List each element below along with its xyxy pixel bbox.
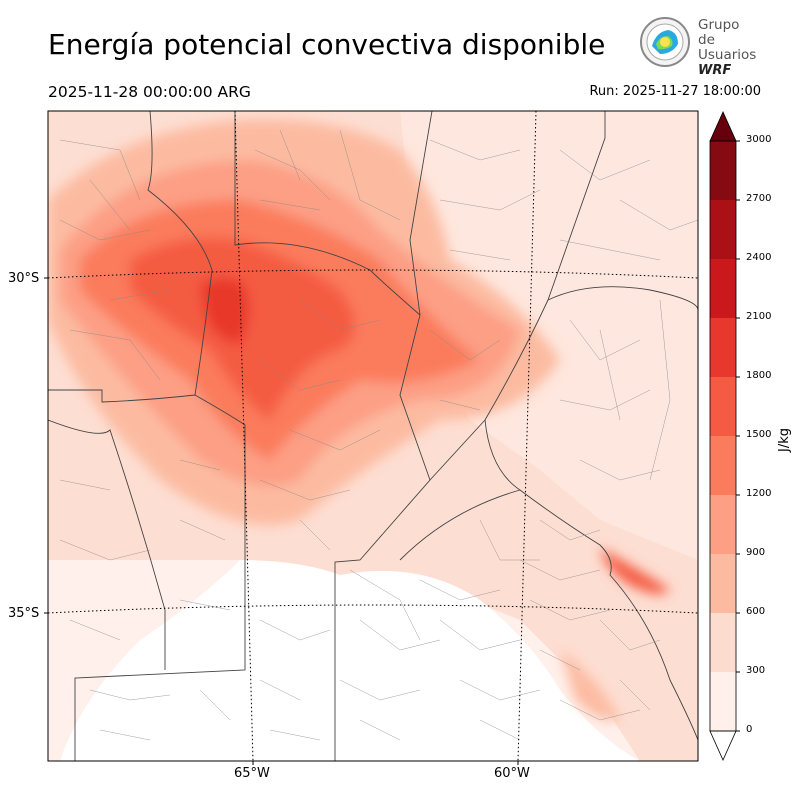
lat-label-30s: 30°S	[8, 271, 40, 286]
colorbar-tick-label: 300	[746, 665, 766, 676]
colorbar-segment	[710, 554, 736, 613]
colorbar-tick-label: 0	[746, 724, 753, 735]
colorbar-tick-label: 600	[746, 606, 766, 617]
colorbar-segment	[710, 613, 736, 672]
colorbar-segment	[710, 318, 736, 377]
valid-time: 2025-11-28 00:00:00 ARG	[48, 83, 251, 101]
logo: Grupo de Usuarios WRF	[638, 16, 758, 78]
colorbar-tick-label: 1500	[746, 429, 772, 440]
colorbar-tick-label: 1800	[746, 370, 772, 381]
colorbar-tick-label: 900	[746, 547, 766, 558]
colorbar-segment	[710, 200, 736, 259]
colorbar-extend-low	[709, 730, 737, 761]
cape-field	[48, 111, 698, 761]
graticule	[48, 111, 698, 761]
logo-line-1: Grupo de	[698, 17, 740, 48]
colorbar-tick-label: 2700	[746, 193, 772, 204]
run-time: Run: 2025-11-27 18:00:00	[589, 84, 761, 99]
colorbar-extend-high	[709, 111, 737, 142]
lon-label-65w: 65°W	[234, 766, 270, 781]
globe-emblem-icon	[640, 17, 690, 67]
map-title: Energía potencial convectiva disponible	[48, 28, 606, 61]
colorbar-segment	[710, 259, 736, 318]
colorbar-tick-label: 2100	[746, 311, 772, 322]
colorbar-segment	[710, 672, 736, 731]
lon-label-60w: 60°W	[494, 766, 530, 781]
colorbar-segment	[710, 436, 736, 495]
logo-line-2: Usuarios	[698, 47, 757, 63]
colorbar-unit: J/kg	[777, 428, 792, 452]
map-frame	[47, 110, 699, 762]
logo-line-3: WRF	[698, 63, 732, 78]
axis-ticks	[44, 277, 519, 765]
colorbar-tick-label: 1200	[746, 488, 772, 499]
colorbar-segment	[710, 141, 736, 200]
lat-label-35s: 35°S	[8, 606, 40, 621]
province-borders	[48, 111, 698, 761]
colorbar	[709, 111, 740, 761]
colorbar-tick-label: 3000	[746, 134, 772, 145]
colorbar-segment	[710, 495, 736, 554]
colorbar-tick-label: 2400	[746, 252, 772, 263]
colorbar-segment	[710, 377, 736, 436]
